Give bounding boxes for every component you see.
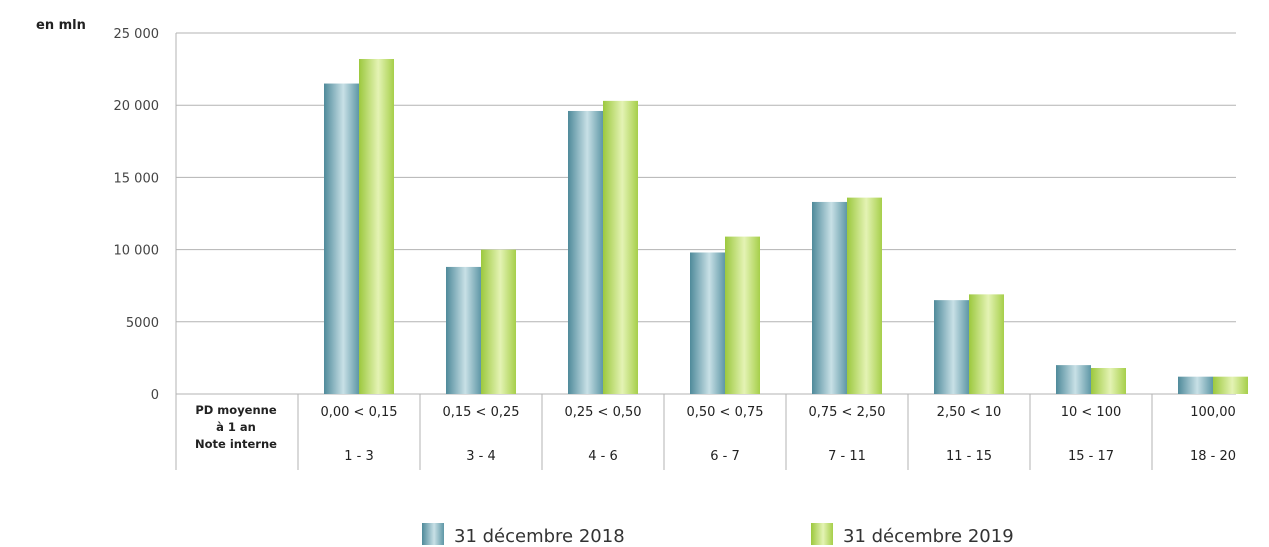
legend: 31 décembre 2018 31 décembre 2019 <box>422 523 1014 547</box>
x-rating-label: 4 - 6 <box>588 449 618 464</box>
bar-2019 <box>847 197 882 394</box>
bar-2018 <box>812 201 847 394</box>
bar-2019 <box>969 294 1004 394</box>
bar-2019 <box>725 236 760 394</box>
bar-2018 <box>1178 376 1213 394</box>
category-table: PD moyenne à 1 an Note interne 0,00 < 0,… <box>195 394 1236 470</box>
row-header-rating: Note interne <box>195 437 277 451</box>
y-tick-label: 20 000 <box>114 99 160 114</box>
x-category-label: 0,75 < 2,50 <box>808 405 885 420</box>
bar-2018 <box>934 300 969 394</box>
bar-2019 <box>1091 368 1126 394</box>
x-rating-label: 7 - 11 <box>828 449 866 464</box>
x-category-label: 0,00 < 0,15 <box>320 405 397 420</box>
legend-swatch-2019 <box>811 523 833 545</box>
bar-2019 <box>603 100 638 395</box>
bars <box>324 58 1248 395</box>
bar-2019 <box>1213 376 1248 394</box>
bar-2018 <box>1056 365 1091 394</box>
x-category-label: 100,00 <box>1190 405 1236 420</box>
x-rating-label: 18 - 20 <box>1190 449 1236 464</box>
row-header-pd: PD moyenne <box>195 403 277 417</box>
x-rating-label: 6 - 7 <box>710 449 740 464</box>
y-tick-label: 25 000 <box>114 27 160 42</box>
bar-2018 <box>446 266 481 394</box>
x-rating-label: 15 - 17 <box>1068 449 1114 464</box>
bar-2018 <box>690 252 725 394</box>
x-rating-label: 11 - 15 <box>946 449 992 464</box>
x-category-label: 0,25 < 0,50 <box>564 405 641 420</box>
y-tick-label: 5000 <box>126 316 159 331</box>
x-category-label: 10 < 100 <box>1061 405 1122 420</box>
legend-swatch-2018 <box>422 523 444 545</box>
row-header-horizon: à 1 an <box>216 420 256 434</box>
y-tick-label: 0 <box>151 388 159 403</box>
x-category-label: 2,50 < 10 <box>937 405 1002 420</box>
bar-2018 <box>568 110 603 394</box>
bar-2018 <box>324 83 359 394</box>
y-tick-label: 10 000 <box>114 244 160 259</box>
x-category-label: 0,15 < 0,25 <box>442 405 519 420</box>
legend-label-2019: 31 décembre 2019 <box>843 526 1014 547</box>
bar-2019 <box>359 58 394 394</box>
unit-label: en mln <box>36 18 86 33</box>
x-rating-label: 3 - 4 <box>466 449 496 464</box>
y-tick-label: 15 000 <box>114 171 160 186</box>
x-rating-label: 1 - 3 <box>344 449 374 464</box>
y-axis-ticks: 0 5000 10 000 15 000 20 000 25 000 <box>114 27 160 403</box>
legend-label-2018: 31 décembre 2018 <box>454 526 625 547</box>
bar-2019 <box>481 249 516 394</box>
x-category-label: 0,50 < 0,75 <box>686 405 763 420</box>
